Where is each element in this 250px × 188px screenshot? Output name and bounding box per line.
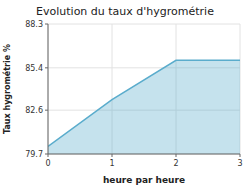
- y-axis: [48, 24, 49, 154]
- y-tick-label: 79.7: [25, 150, 43, 159]
- x-tick: [112, 154, 113, 157]
- x-axis: [48, 154, 240, 155]
- title: Evolution du taux d'hygrométrie: [36, 5, 214, 18]
- grid: [48, 24, 240, 154]
- x-tick-label: 3: [237, 159, 242, 168]
- plot-area: [48, 60, 240, 154]
- x-tick: [176, 154, 177, 157]
- y-tick: [45, 154, 48, 155]
- y-tick-label: 82.6: [25, 106, 43, 115]
- line: [48, 60, 240, 146]
- x-axis-label: heure par heure: [103, 175, 185, 185]
- chart: 0 1 2 3 79.7 82.6 85.4 88.3 heure par heure Taux …: [0, 0, 250, 188]
- grid-line-y: [48, 24, 240, 25]
- y-axis-label: Taux hygrométrie %: [2, 44, 12, 134]
- x-tick-label: 0: [45, 159, 50, 168]
- y-tick: [45, 110, 48, 111]
- y-tick: [45, 24, 48, 25]
- y-tick-label: 85.4: [25, 64, 43, 73]
- x-tick-label: 2: [173, 159, 178, 168]
- y-tick-label: 88.3: [25, 20, 43, 29]
- y-tick: [45, 67, 48, 68]
- x-tick-label: 1: [109, 159, 114, 168]
- grid-line-x: [48, 24, 49, 154]
- grid-line-y: [48, 154, 240, 155]
- area: [48, 60, 240, 154]
- x-tick: [240, 154, 241, 157]
